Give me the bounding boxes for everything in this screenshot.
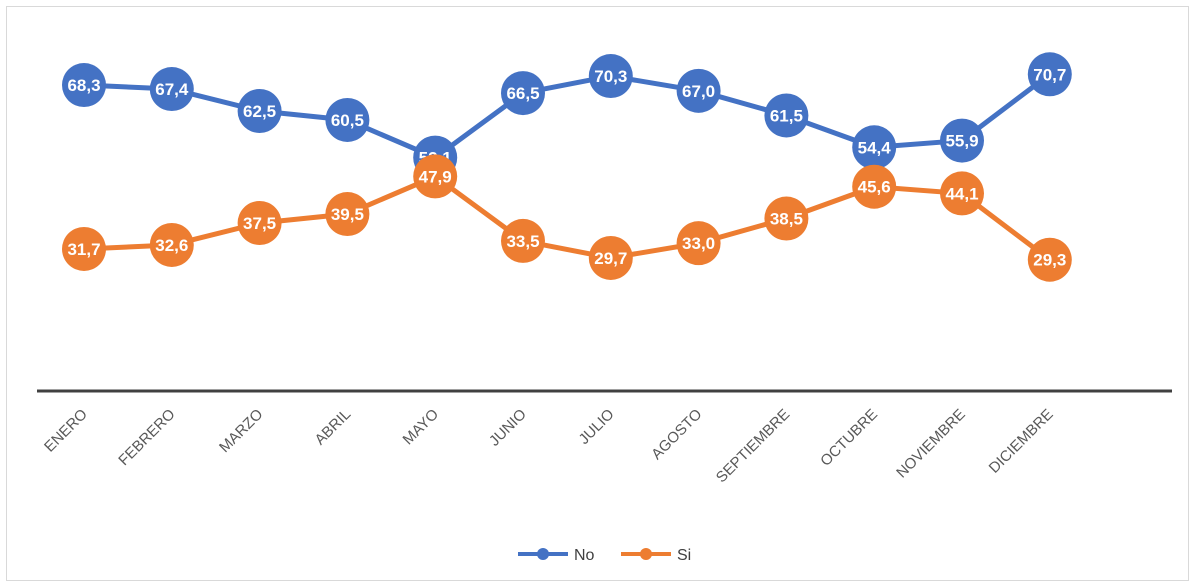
data-point-no-enero[interactable]: [62, 63, 106, 108]
x-tick-label: JUNIO: [486, 406, 530, 450]
data-label-no-noviembre: 55,9: [945, 132, 978, 151]
data-label-no-junio: 66,5: [506, 84, 539, 103]
data-point-si-noviembre[interactable]: [940, 171, 984, 216]
data-label-si-marzo: 37,5: [243, 214, 276, 233]
data-label-si-noviembre: 44,1: [945, 184, 978, 203]
data-label-si-febrero: 32,6: [155, 236, 188, 255]
data-point-no-julio[interactable]: [588, 54, 633, 99]
data-point-si-julio[interactable]: [588, 235, 633, 280]
series-no: 68,367,462,560,552,166,570,367,061,554,4…: [62, 52, 1072, 180]
data-point-no-marzo[interactable]: [237, 89, 282, 133]
data-point-no-diciembre[interactable]: [1027, 52, 1072, 97]
data-label-no-julio: 70,3: [594, 67, 627, 86]
legend-marker-si: [640, 548, 652, 560]
series-layer: 68,367,462,560,552,166,570,367,061,554,4…: [62, 52, 1072, 282]
legend-item-no[interactable]: No: [518, 547, 595, 564]
data-point-si-abril[interactable]: [325, 192, 370, 237]
data-label-no-marzo: 62,5: [243, 102, 276, 121]
x-tick-label: DICIEMBRE: [986, 406, 1057, 477]
data-point-si-mayo[interactable]: [413, 154, 458, 199]
data-point-si-febrero[interactable]: [149, 222, 194, 267]
x-tick-label: JULIO: [576, 406, 618, 448]
legend[interactable]: No Si: [518, 547, 691, 564]
x-tick-label: AGOSTO: [648, 406, 705, 463]
data-point-si-septiembre[interactable]: [764, 196, 809, 241]
data-label-no-abril: 60,5: [331, 111, 364, 130]
data-label-si-agosto: 33,0: [682, 234, 715, 253]
x-tick-label: FEBRERO: [115, 406, 178, 469]
data-point-no-noviembre[interactable]: [940, 118, 984, 163]
data-label-no-septiembre: 61,5: [770, 106, 803, 125]
data-label-no-enero: 68,3: [67, 76, 100, 95]
chart-frame: [6, 6, 1189, 581]
data-point-si-diciembre[interactable]: [1027, 237, 1072, 282]
data-point-no-octubre[interactable]: [852, 125, 897, 170]
data-point-no-febrero[interactable]: [149, 67, 194, 112]
x-tick-label: NOVIEMBRE: [893, 406, 969, 482]
data-label-no-agosto: 67,0: [682, 82, 715, 101]
data-point-no-septiembre[interactable]: [764, 93, 809, 138]
x-tick-label: ABRIL: [312, 406, 355, 449]
legend-item-si[interactable]: Si: [621, 547, 691, 564]
data-label-no-octubre: 54,4: [858, 138, 892, 157]
data-point-si-octubre[interactable]: [852, 164, 897, 209]
data-label-si-septiembre: 38,5: [770, 210, 803, 229]
data-label-si-abril: 39,5: [331, 205, 364, 224]
data-label-si-enero: 31,7: [67, 240, 100, 259]
data-label-si-octubre: 45,6: [858, 178, 891, 197]
x-tick-label: OCTUBRE: [817, 406, 881, 470]
legend-marker-no: [537, 548, 549, 560]
data-point-no-abril[interactable]: [325, 97, 370, 142]
data-label-si-diciembre: 29,3: [1033, 251, 1066, 270]
tick-layer: ENERO FEBRERO MARZO ABRIL MAYO JUNIO JULIO AGOS…: [41, 406, 1057, 486]
x-tick-label: SEPTIEMBRE: [713, 406, 793, 486]
data-point-si-junio[interactable]: [501, 218, 545, 263]
data-point-no-junio[interactable]: [501, 71, 545, 116]
series-si: 31,7 32,6 37,5 39,5 47,9 33,5 29,7 33,0 38,5 45,6…: [62, 154, 1072, 282]
data-point-no-agosto[interactable]: [676, 68, 721, 113]
series-line-si: [81, 173, 1053, 263]
legend-label-no: No: [574, 547, 595, 564]
data-label-si-junio: 33,5: [506, 232, 539, 251]
x-tick-label: ENERO: [41, 406, 91, 456]
data-point-si-enero[interactable]: [62, 226, 106, 271]
data-point-si-agosto[interactable]: [676, 221, 721, 266]
data-label-no-diciembre: 70,7: [1033, 65, 1066, 84]
data-label-si-julio: 29,7: [594, 249, 627, 268]
series-line-no: [81, 71, 1053, 161]
legend-label-si: Si: [677, 547, 691, 564]
data-label-si-mayo: 47,9: [419, 167, 452, 186]
x-tick-label: MAYO: [400, 406, 442, 448]
data-point-si-marzo[interactable]: [237, 201, 282, 245]
x-tick-label: MARZO: [216, 406, 266, 456]
data-label-no-febrero: 67,4: [155, 80, 189, 99]
